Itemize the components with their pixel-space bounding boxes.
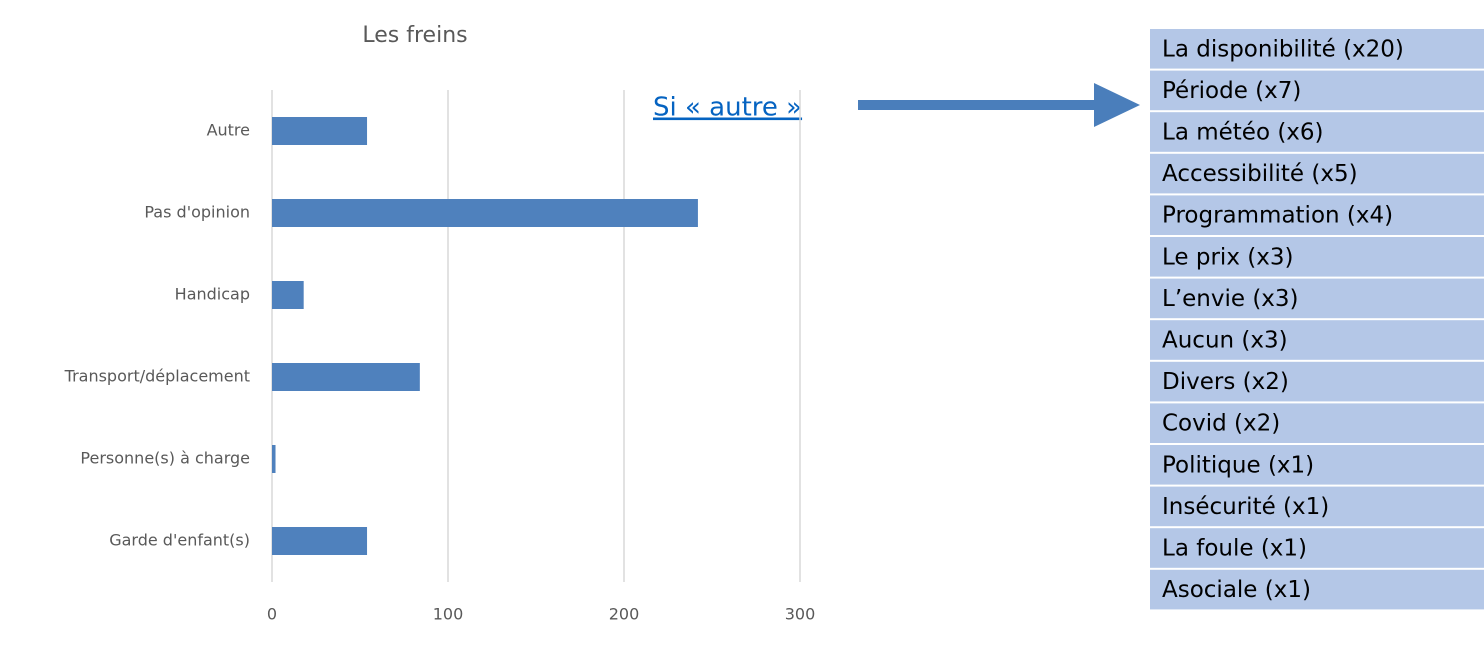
x-tick-label: 0 xyxy=(267,605,277,624)
list-row xyxy=(1150,29,1484,69)
list-item: Politique (x1) xyxy=(1162,452,1314,478)
list-row xyxy=(1150,195,1484,235)
list-row xyxy=(1150,569,1484,610)
arrow-shaft xyxy=(858,100,1098,110)
list-row xyxy=(1150,112,1484,152)
bar xyxy=(272,281,304,309)
y-tick-label: Personne(s) à charge xyxy=(80,449,250,468)
list-row xyxy=(1150,445,1484,485)
y-tick-label: Pas d'opinion xyxy=(144,203,250,222)
list-item: Le prix (x3) xyxy=(1162,244,1293,270)
bar xyxy=(272,527,368,555)
list-row xyxy=(1150,403,1484,443)
list-item: Covid (x2) xyxy=(1162,411,1280,437)
annotation-link[interactable]: Si « autre » xyxy=(653,93,802,123)
list-item: Aucun (x3) xyxy=(1162,328,1288,354)
chart-title: Les freins xyxy=(362,23,467,48)
list-item: L’envie (x3) xyxy=(1162,286,1299,312)
bar xyxy=(272,363,420,391)
bar xyxy=(272,199,698,227)
bar xyxy=(272,445,276,473)
list-row xyxy=(1150,70,1484,111)
y-tick-label: Handicap xyxy=(175,285,250,304)
list-row xyxy=(1150,528,1484,568)
list-item: Programmation (x4) xyxy=(1162,203,1393,229)
list-item: Période (x7) xyxy=(1162,78,1301,104)
list-item: Asociale (x1) xyxy=(1162,577,1311,603)
list-row xyxy=(1150,278,1484,319)
list-item: Divers (x2) xyxy=(1162,369,1289,395)
x-tick-label: 100 xyxy=(433,605,464,624)
x-tick-label: 200 xyxy=(609,605,640,624)
list-row xyxy=(1150,320,1484,360)
list-item: Insécurité (x1) xyxy=(1162,494,1329,520)
list-row xyxy=(1150,486,1484,527)
bar xyxy=(272,117,368,145)
list-item: Accessibilité (x5) xyxy=(1162,161,1358,187)
list-row xyxy=(1150,361,1484,402)
y-tick-label: Autre xyxy=(207,121,250,140)
arrow-head xyxy=(1094,83,1140,127)
list-item: La météo (x6) xyxy=(1162,120,1324,146)
list-row xyxy=(1150,237,1484,277)
list-item: La disponibilité (x20) xyxy=(1162,36,1404,62)
y-tick-label: Garde d'enfant(s) xyxy=(109,531,250,550)
list-row xyxy=(1150,153,1484,194)
x-tick-label: 300 xyxy=(785,605,816,624)
y-tick-label: Transport/déplacement xyxy=(64,367,250,386)
list-item: La foule (x1) xyxy=(1162,536,1307,562)
